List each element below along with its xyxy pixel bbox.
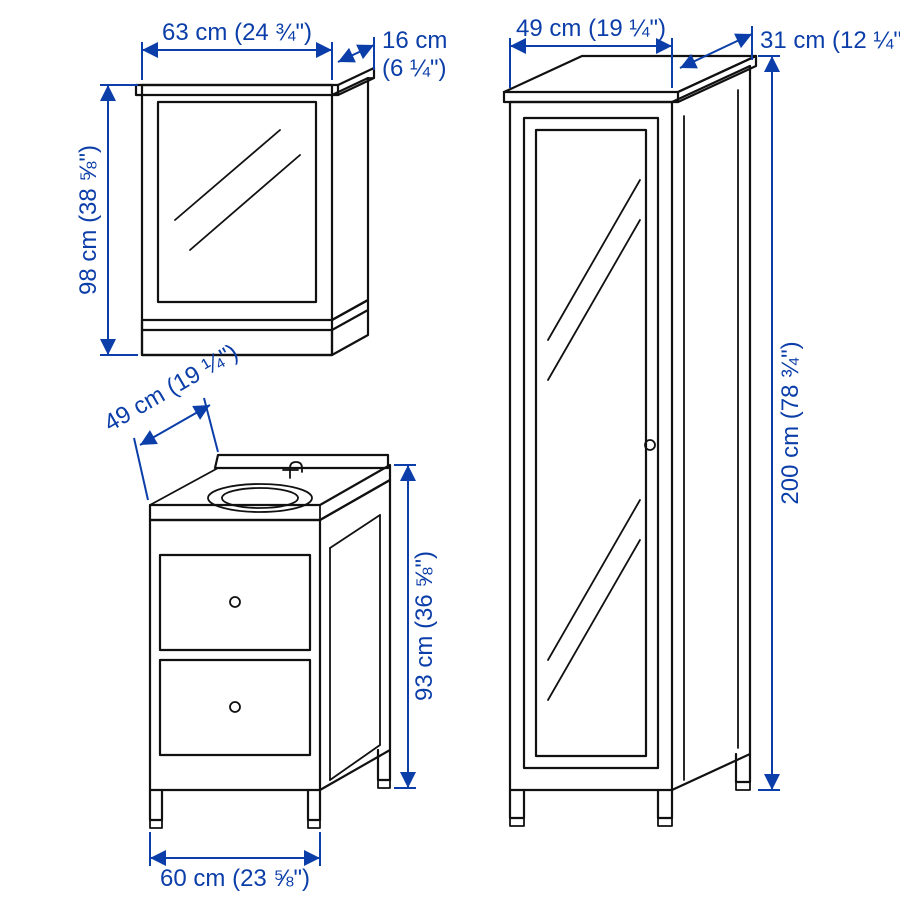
- sink-height-label: 93 cm (36 ⅝"): [411, 551, 438, 701]
- sink-cabinet-diagram: [150, 455, 390, 828]
- mirror-dimensions: 63 cm (24 ¾") 16 cm (6 ¼") 98 cm (38 ⅝"): [75, 19, 447, 355]
- sink-width-label: 60 cm (23 ⅝"): [160, 865, 310, 892]
- tall-cabinet-dimensions: 49 cm (19 ¼") 31 cm (12 ¼") 200 cm (78 ¾…: [510, 15, 900, 790]
- mirror-depth-label-bottom: (6 ¼"): [382, 55, 447, 82]
- sink-depth-label: 49 cm (19 ¼"): [100, 339, 243, 437]
- tall-height-label: 200 cm (78 ¾"): [777, 341, 804, 504]
- mirror-diagram: [136, 68, 374, 355]
- mirror-width-label: 63 cm (24 ¾"): [162, 19, 312, 46]
- tall-depth-label: 31 cm (12 ¼"): [760, 27, 900, 54]
- mirror-height-label: 98 cm (38 ⅝"): [75, 145, 102, 295]
- mirror-depth-label-top: 16 cm: [382, 27, 447, 54]
- tall-width-label: 49 cm (19 ¼"): [516, 15, 666, 42]
- tall-cabinet-diagram: [504, 56, 756, 826]
